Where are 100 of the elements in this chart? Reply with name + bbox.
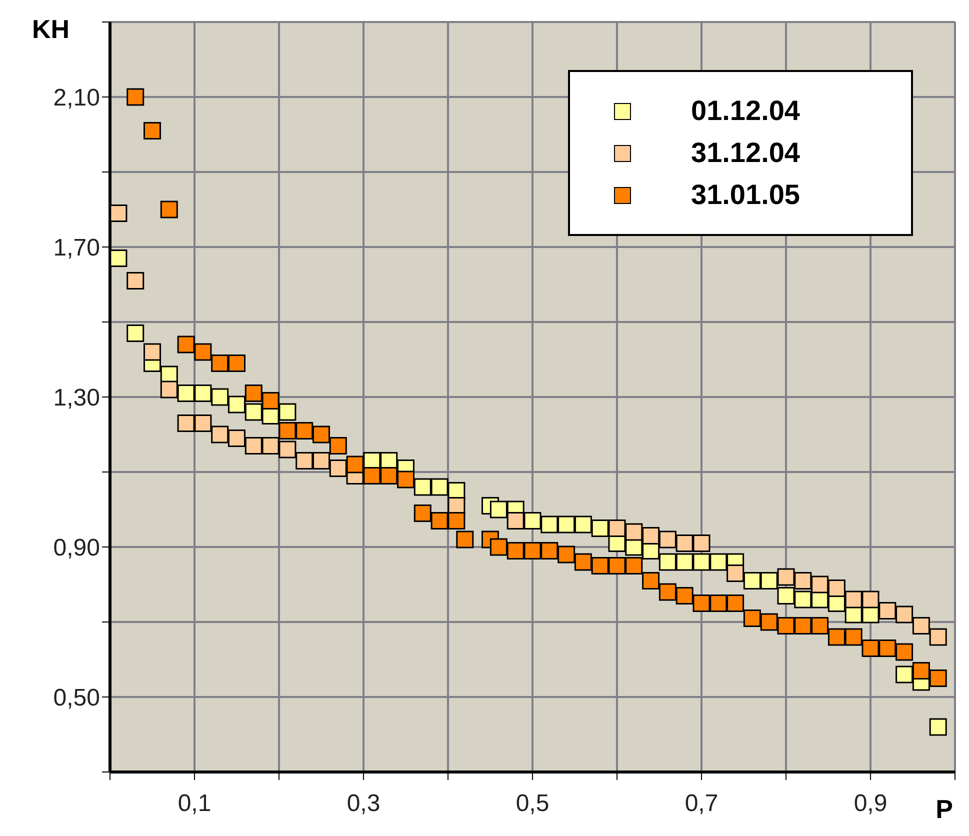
point <box>692 553 710 571</box>
point <box>726 564 744 582</box>
point <box>726 594 744 612</box>
point <box>278 440 296 458</box>
point <box>591 520 609 537</box>
point <box>608 520 626 537</box>
point <box>625 557 643 574</box>
point <box>608 557 626 574</box>
point <box>244 384 262 402</box>
point <box>658 553 676 571</box>
point <box>228 396 246 414</box>
x-tick-label: 0,7 <box>684 790 718 818</box>
point <box>244 437 262 454</box>
y-tick-label: 2,10 <box>53 84 100 112</box>
point <box>878 640 896 657</box>
point <box>456 530 474 548</box>
point <box>896 666 914 684</box>
point <box>312 426 330 444</box>
point <box>658 583 676 601</box>
point <box>658 530 676 548</box>
point <box>929 670 947 687</box>
point <box>524 512 542 530</box>
point <box>828 580 846 597</box>
y-tick-label: 0,50 <box>53 684 100 712</box>
point <box>126 272 144 290</box>
point <box>591 557 609 574</box>
point <box>862 590 880 608</box>
point <box>676 534 694 552</box>
point <box>244 403 262 421</box>
legend-label: 31.12.04 <box>691 137 800 169</box>
point <box>743 610 761 627</box>
point <box>506 542 524 560</box>
point <box>430 512 448 530</box>
legend-label: 01.12.04 <box>691 95 800 127</box>
x-tick-label: 0,1 <box>178 790 212 818</box>
point <box>625 523 643 541</box>
point <box>228 354 246 372</box>
point <box>228 430 246 447</box>
point <box>397 470 414 488</box>
point <box>177 384 195 402</box>
point <box>194 414 212 432</box>
point <box>262 437 280 454</box>
point <box>896 606 914 624</box>
point <box>676 587 694 604</box>
point <box>211 426 229 444</box>
point <box>490 538 508 556</box>
point <box>346 456 364 474</box>
point <box>844 628 862 646</box>
point <box>160 200 178 218</box>
point <box>126 88 144 106</box>
point <box>363 467 381 484</box>
point <box>126 324 144 342</box>
point <box>676 553 694 571</box>
point <box>574 516 592 534</box>
point <box>160 380 178 398</box>
point <box>692 594 710 612</box>
point <box>278 422 296 440</box>
point <box>794 590 812 608</box>
x-tick-label: 0,3 <box>346 790 380 818</box>
point <box>312 452 330 470</box>
point <box>262 392 280 410</box>
point <box>811 576 829 594</box>
point <box>811 617 829 634</box>
point <box>574 553 592 571</box>
point <box>430 478 448 496</box>
point <box>414 504 432 522</box>
point <box>878 602 896 620</box>
point <box>929 628 947 646</box>
point <box>794 617 812 634</box>
point <box>929 718 947 736</box>
y-tick-label: 1,30 <box>53 384 100 412</box>
point <box>177 336 195 354</box>
point <box>896 643 914 661</box>
point <box>296 452 314 470</box>
point <box>329 437 347 454</box>
point <box>862 640 880 657</box>
point <box>540 516 558 534</box>
legend-label: 31.01.05 <box>691 179 800 211</box>
point <box>777 587 795 604</box>
point <box>490 500 508 518</box>
x-axis-title: P <box>936 794 953 824</box>
x-tick-label: 0,9 <box>854 790 888 818</box>
point <box>278 403 296 421</box>
x-tick-label: 0,5 <box>516 790 550 818</box>
point <box>844 590 862 608</box>
point <box>448 512 466 530</box>
point <box>329 460 347 477</box>
point <box>414 478 432 496</box>
point <box>760 613 778 631</box>
point <box>642 572 660 590</box>
point <box>144 343 161 361</box>
point <box>710 594 728 612</box>
point <box>194 343 212 361</box>
point <box>743 572 761 590</box>
point <box>794 572 812 590</box>
y-axis-title: KH <box>32 14 70 45</box>
y-tick-label: 0,90 <box>53 534 100 562</box>
point <box>194 384 212 402</box>
point <box>177 414 195 432</box>
point <box>558 516 576 534</box>
